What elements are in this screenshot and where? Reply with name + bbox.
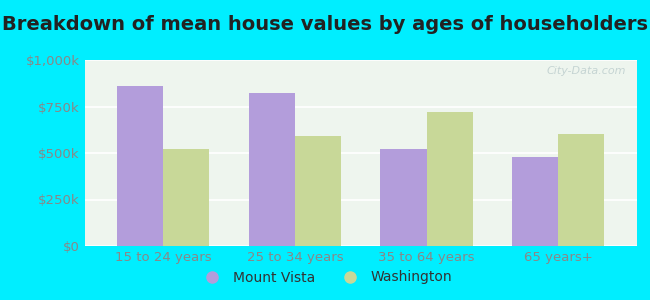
Bar [118,86,163,246]
Bar [249,94,295,246]
Bar [163,149,209,246]
Legend: Mount Vista, Washington: Mount Vista, Washington [192,265,458,290]
Bar [426,112,473,246]
Bar [380,149,426,246]
Text: Breakdown of mean house values by ages of householders: Breakdown of mean house values by ages o… [2,15,648,34]
Bar [512,157,558,246]
Bar [295,136,341,246]
Text: City-Data.com: City-Data.com [547,66,626,76]
Bar [558,134,604,246]
